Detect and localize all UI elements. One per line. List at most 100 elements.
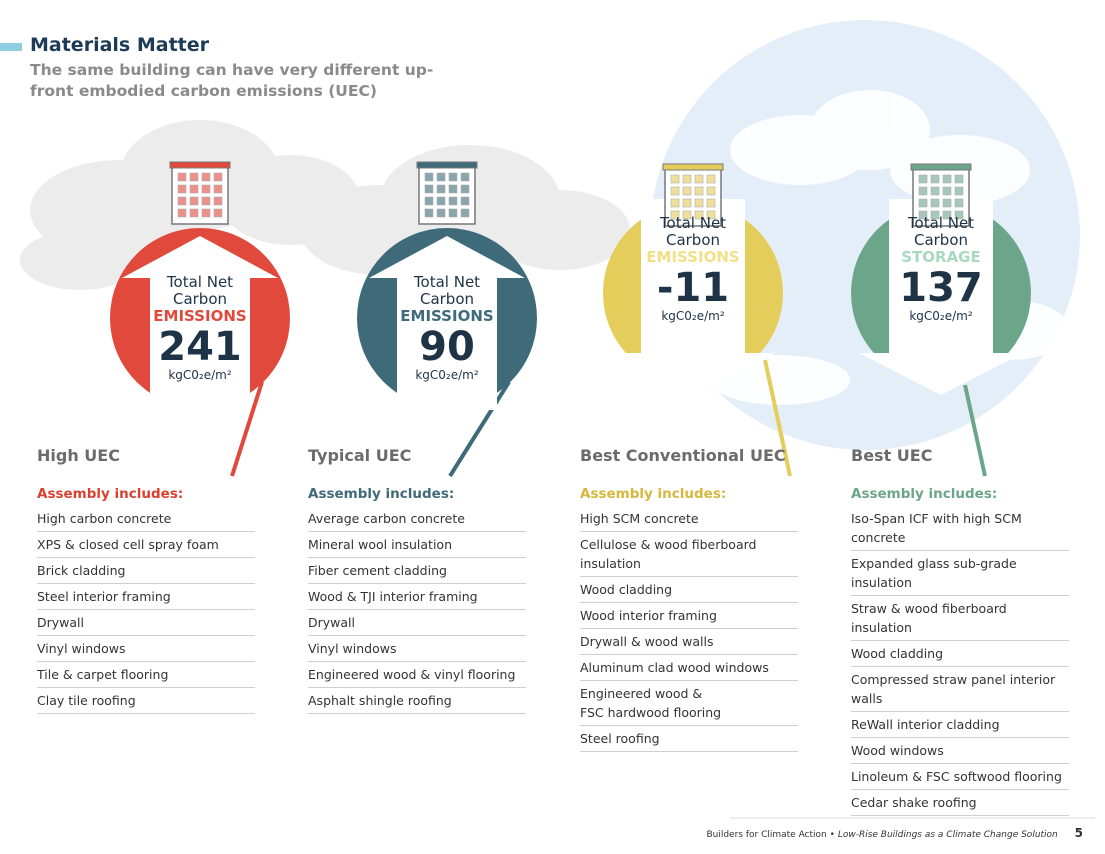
building-window (942, 174, 952, 184)
assembly-item: ReWall interior cladding (851, 712, 1069, 738)
building-window (448, 172, 458, 182)
building-window (436, 184, 446, 194)
assembly-item: Drywall (37, 610, 255, 636)
building-window (930, 174, 940, 184)
building-window (706, 174, 716, 184)
badge-line1: Total Net (659, 214, 727, 232)
building-window (201, 208, 211, 218)
assembly-item: Brick cladding (37, 558, 255, 584)
column: Best Conventional UEC Assembly includes: H… (580, 446, 798, 752)
assembly-item: Engineered wood & vinyl flooring (308, 662, 526, 688)
badge-kind: EMISSIONS (153, 307, 247, 325)
badge-line1: Total Net (166, 273, 234, 291)
assembly-item: Steel interior framing (37, 584, 255, 610)
building-window (201, 172, 211, 182)
footer-separator: • (829, 830, 835, 840)
building-window (670, 210, 680, 220)
badge-text: Total Net Carbon STORAGE 137 kgC0₂e/m² (866, 215, 1016, 324)
building-window (460, 196, 470, 206)
building-window (189, 184, 199, 194)
building-window (954, 174, 964, 184)
building-window (448, 184, 458, 194)
assembly-item: Cellulose & wood fiberboard insulation (580, 532, 798, 577)
building-window (918, 210, 928, 220)
building-window (201, 184, 211, 194)
building-window (918, 174, 928, 184)
building-window (670, 186, 680, 196)
connector-line (448, 380, 511, 478)
building-window (189, 208, 199, 218)
building-window (942, 210, 952, 220)
down-arrow (859, 199, 1023, 395)
badge-unit: kgC0₂e/m² (168, 368, 232, 382)
building-window (930, 210, 940, 220)
badge-value: 241 (158, 324, 242, 370)
badge-line1: Total Net (413, 273, 481, 291)
connector-line (763, 359, 792, 477)
assembly-item: Straw & wood fiberboard insulation (851, 596, 1069, 641)
assembly-item: Tile & carpet flooring (37, 662, 255, 688)
building-window (694, 210, 704, 220)
column-heading: High UEC (37, 446, 120, 465)
building-window (942, 186, 952, 196)
title: Materials Matter (30, 34, 209, 56)
assembly-item: Asphalt shingle roofing (308, 688, 526, 714)
badge-unit: kgC0₂e/m² (415, 368, 479, 382)
assembly-item: Wood & TJI interior framing (308, 584, 526, 610)
assembly-item: Average carbon concrete (308, 506, 526, 532)
assembly-item: Wood cladding (851, 641, 1069, 667)
assembly-item: High carbon concrete (37, 506, 255, 532)
assembly-heading: Assembly includes: (580, 486, 727, 502)
column: Typical UEC Assembly includes: Average car… (308, 446, 526, 714)
building-icon-roof (416, 161, 478, 169)
building-window (706, 186, 716, 196)
building-window (213, 172, 223, 182)
badge-kind: STORAGE (901, 248, 981, 266)
building-icon-roof (169, 161, 231, 169)
badge-kind: EMISSIONS (646, 248, 740, 266)
building-icon-roof (662, 163, 724, 171)
assembly-item: Vinyl windows (308, 636, 526, 662)
badge-line2: Carbon (665, 231, 721, 249)
building-window (670, 198, 680, 208)
assembly-item: Expanded glass sub-grade insulation (851, 551, 1069, 596)
assembly-item: Aluminum clad wood windows (580, 655, 798, 681)
badge-value: -11 (656, 265, 730, 311)
assembly-item: Wood windows (851, 738, 1069, 764)
building-window (213, 184, 223, 194)
footer-left: Builders for Climate Action (706, 830, 827, 840)
building-window (177, 184, 187, 194)
building-window (694, 186, 704, 196)
building-window (424, 184, 434, 194)
accent-bar (0, 43, 22, 51)
building-window (954, 198, 964, 208)
building-window (706, 210, 716, 220)
building-window (201, 196, 211, 206)
badge-line1: Total Net (907, 214, 975, 232)
footer-right: Low-Rise Buildings as a Climate Change S… (837, 830, 1058, 840)
building-window (424, 208, 434, 218)
building-window (694, 174, 704, 184)
assembly-item: Iso-Span ICF with high SCM concrete (851, 506, 1069, 551)
badge-value: 137 (899, 265, 983, 311)
building-window (436, 208, 446, 218)
connector-line (230, 381, 264, 477)
badge-line2: Carbon (172, 290, 228, 308)
building-window (942, 198, 952, 208)
building-window (177, 172, 187, 182)
assembly-item-line: FSC hardwood flooring (580, 705, 722, 720)
building-window (670, 174, 680, 184)
assembly-item: Wood cladding (580, 577, 798, 603)
assembly-item-line: Engineered wood & (580, 686, 703, 701)
badge-unit: kgC0₂e/m² (661, 309, 725, 323)
building-window (694, 198, 704, 208)
assembly-item: XPS & closed cell spray foam (37, 532, 255, 558)
building-window (436, 172, 446, 182)
building-window (682, 174, 692, 184)
assembly-item: Cedar shake roofing (851, 790, 1069, 816)
assembly-item: High SCM concrete (580, 506, 798, 532)
building-window (954, 186, 964, 196)
building-window (682, 198, 692, 208)
